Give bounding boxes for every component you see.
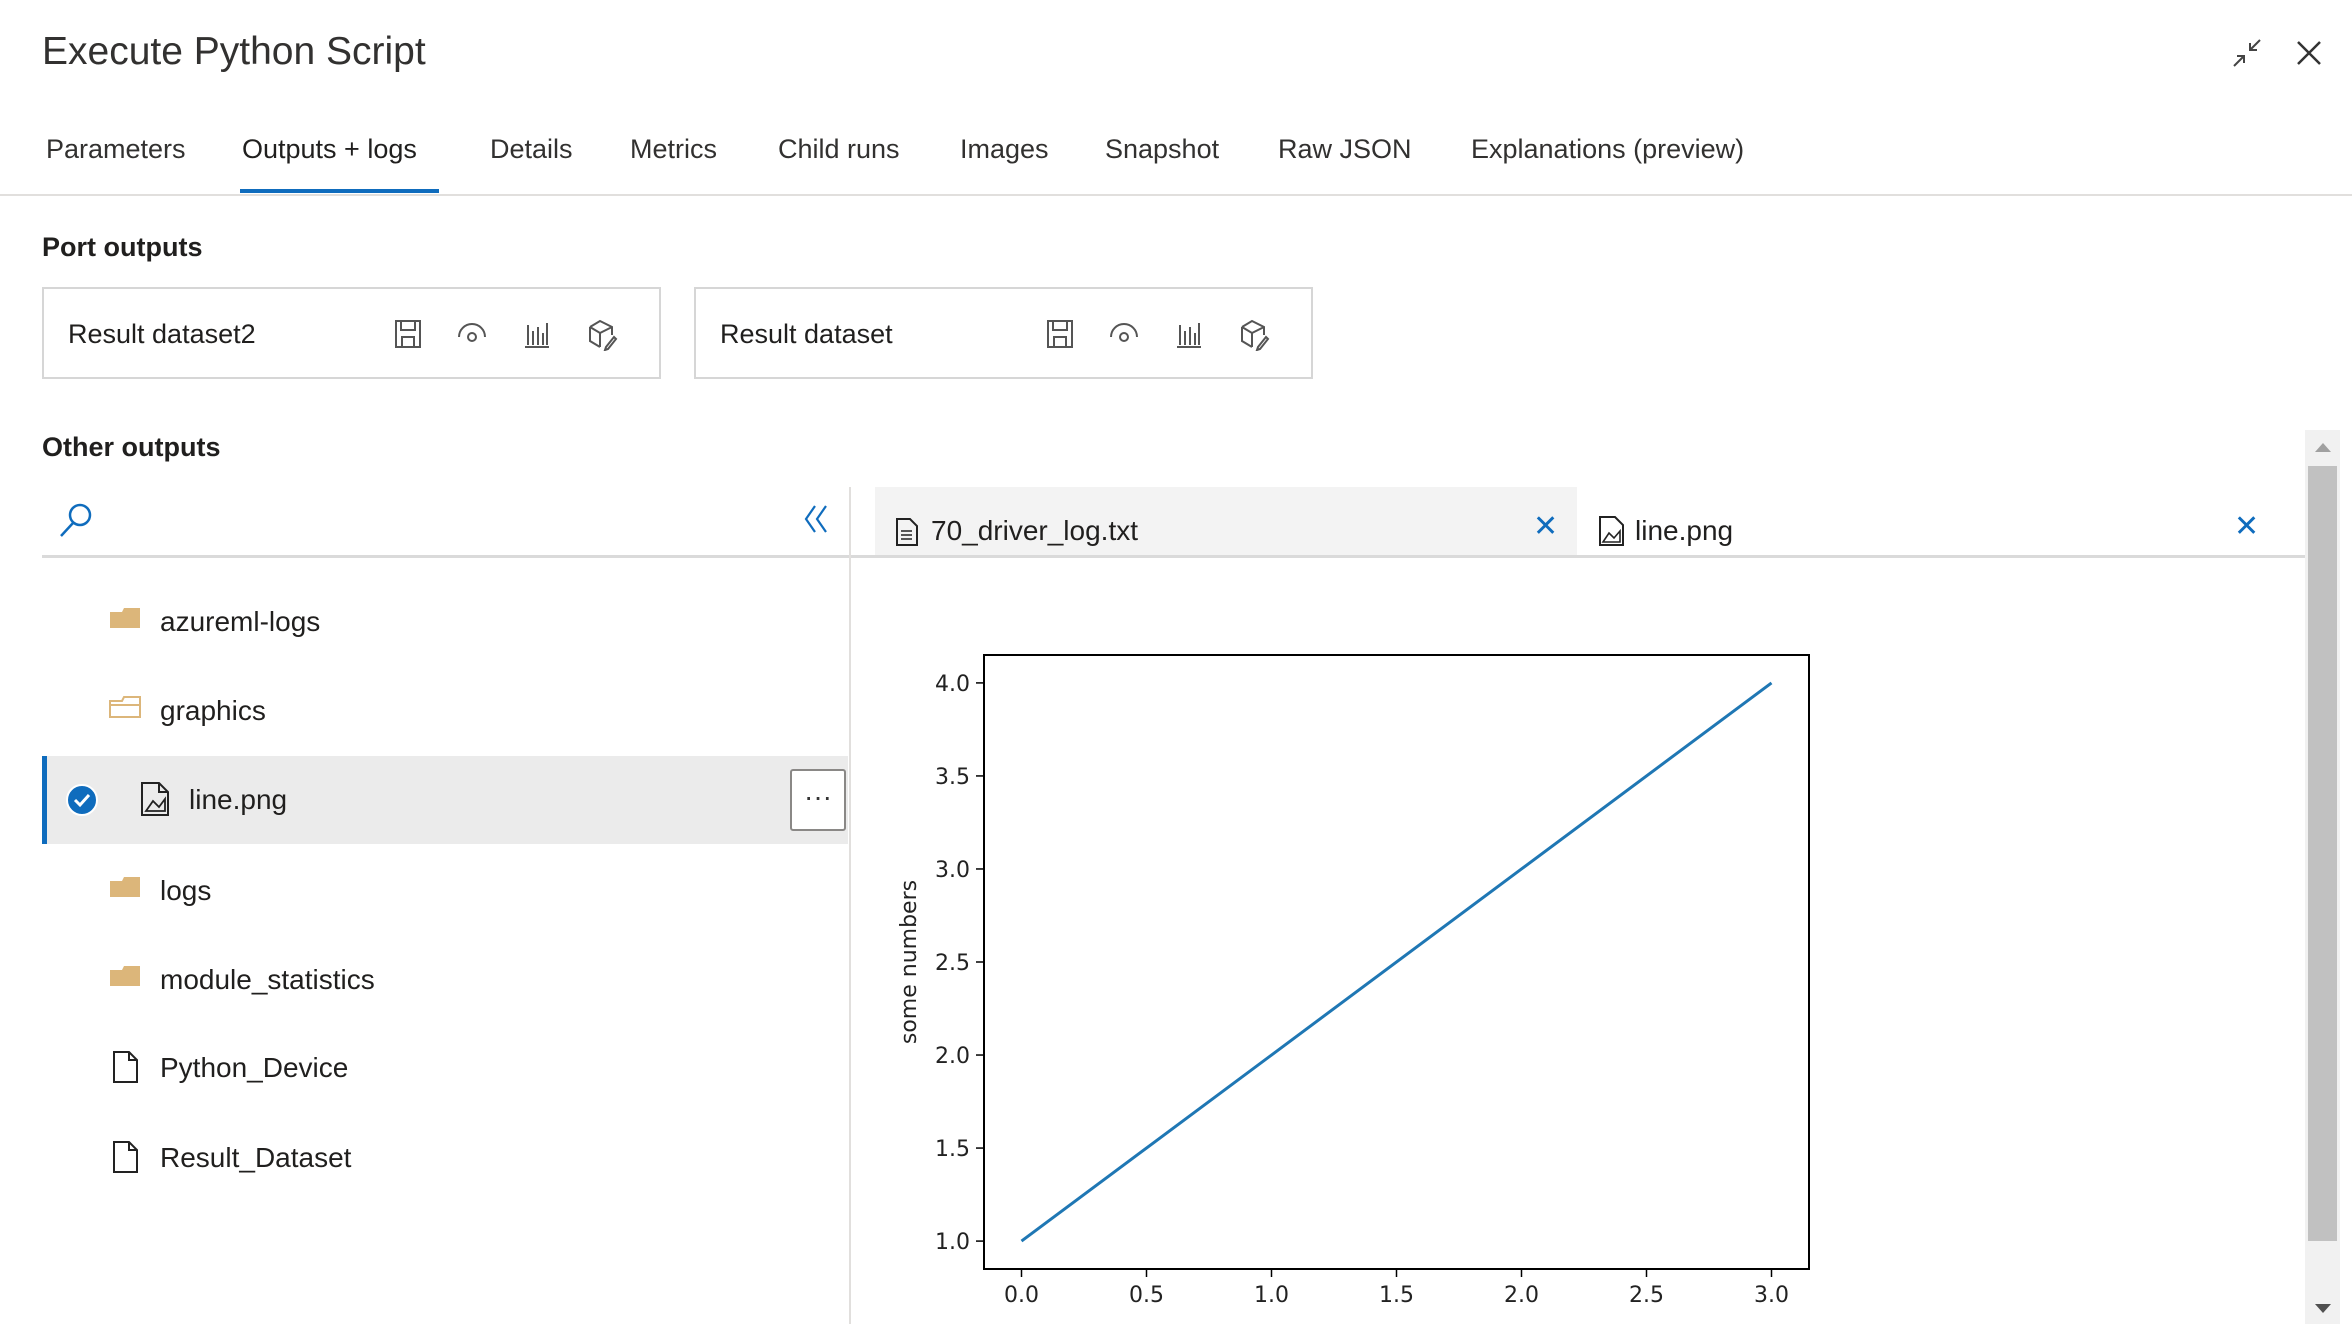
item-name: line.png	[189, 784, 288, 815]
file-icon	[113, 1051, 138, 1083]
file-tab-active[interactable]: line.png ✕	[1578, 487, 2305, 557]
open-folder-icon	[109, 696, 141, 718]
file-tab-label: line.png	[1635, 515, 1734, 546]
collapse-arrows-icon[interactable]	[2232, 38, 2262, 68]
tab-images[interactable]: Images	[960, 134, 1049, 164]
checkmark-circle-icon[interactable]	[66, 784, 98, 816]
tab-parameters[interactable]: Parameters	[46, 134, 186, 164]
search-icon[interactable]	[58, 502, 94, 538]
scrollbar-thumb[interactable]	[2308, 466, 2337, 1241]
list-item[interactable]: Python_Device	[42, 1024, 848, 1112]
x-tick-label: 0.0	[1004, 1283, 1039, 1308]
tab-explanations[interactable]: Explanations (preview)	[1471, 134, 1745, 164]
y-tick-label: 2.0	[935, 1044, 970, 1069]
divider	[42, 555, 850, 558]
save-icon[interactable]	[392, 317, 424, 351]
port-outputs-heading: Port outputs	[42, 232, 203, 262]
save-icon[interactable]	[1044, 317, 1076, 351]
list-item[interactable]: graphics	[42, 667, 848, 755]
x-tick-label: 0.5	[1129, 1283, 1164, 1308]
y-axis-label: some numbers	[897, 880, 922, 1044]
collapse-panel-icon[interactable]	[802, 504, 830, 534]
series-line	[1020, 681, 1773, 1243]
port-output-card: Result dataset2	[42, 287, 661, 379]
x-tick-label: 1.0	[1254, 1283, 1289, 1308]
other-outputs-heading: Other outputs	[42, 432, 221, 462]
list-item[interactable]: azureml-logs	[42, 578, 848, 666]
item-name: module_statistics	[160, 964, 375, 995]
item-name: graphics	[160, 695, 266, 726]
close-icon[interactable]	[2296, 40, 2322, 66]
close-tab-icon[interactable]: ✕	[1533, 510, 1559, 543]
list-item[interactable]: module_statistics	[42, 936, 848, 1024]
active-tab-indicator	[240, 189, 439, 193]
bar-chart-icon[interactable]	[1173, 317, 1205, 351]
item-name: Result_Dataset	[160, 1142, 352, 1173]
register-dataset-icon[interactable]	[1238, 317, 1270, 351]
item-name: logs	[160, 875, 212, 906]
bar-chart-icon[interactable]	[521, 317, 553, 351]
y-tick-label: 3.5	[935, 765, 970, 790]
image-file-icon	[1599, 516, 1624, 546]
x-tick-label: 2.5	[1629, 1283, 1664, 1308]
close-tab-icon[interactable]: ✕	[2234, 510, 2260, 543]
port-output-label: Result dataset	[720, 319, 893, 349]
y-tick-label: 2.5	[935, 951, 970, 976]
list-item[interactable]: Result_Dataset	[42, 1114, 848, 1202]
x-tick-label: 1.5	[1379, 1283, 1414, 1308]
tab-snapshot[interactable]: Snapshot	[1105, 134, 1220, 164]
tab-child-runs[interactable]: Child runs	[778, 134, 900, 164]
item-name: Python_Device	[160, 1052, 349, 1083]
text-file-icon	[896, 518, 918, 546]
y-tick-label: 4.0	[935, 672, 970, 697]
divider	[851, 555, 2305, 558]
panel-splitter[interactable]	[849, 487, 851, 1324]
folder-icon	[110, 877, 140, 897]
y-tick-label: 1.5	[935, 1137, 970, 1162]
image-file-icon	[141, 782, 169, 816]
scroll-up-icon[interactable]	[2313, 440, 2333, 454]
list-item[interactable]: logs	[42, 847, 848, 935]
x-tick-label: 3.0	[1754, 1283, 1789, 1308]
tab-details[interactable]: Details	[490, 134, 573, 164]
preview-eye-icon[interactable]	[1108, 317, 1140, 351]
file-tab-label: 70_driver_log.txt	[931, 515, 1139, 546]
item-name: azureml-logs	[160, 606, 321, 637]
divider	[0, 194, 2352, 196]
preview-eye-icon[interactable]	[456, 317, 488, 351]
scroll-down-icon[interactable]	[2313, 1302, 2333, 1316]
line-chart: some numbers 0.0 0.5 1.0 1.5 2.0 2.5 3.0 1.0 1.5…	[897, 654, 1810, 1308]
file-icon	[113, 1141, 138, 1173]
more-options-button[interactable]: ···	[790, 769, 846, 831]
folder-icon	[110, 966, 140, 986]
y-tick-label: 3.0	[935, 858, 970, 883]
tab-raw-json[interactable]: Raw JSON	[1278, 134, 1412, 164]
port-output-card: Result dataset	[694, 287, 1313, 379]
port-output-label: Result dataset2	[68, 319, 256, 349]
folder-icon	[110, 608, 140, 628]
tab-outputs-logs[interactable]: Outputs + logs	[242, 134, 417, 164]
register-dataset-icon[interactable]	[586, 317, 618, 351]
file-tab[interactable]: 70_driver_log.txt ✕	[875, 487, 1577, 557]
tab-metrics[interactable]: Metrics	[630, 134, 717, 164]
list-item-selected[interactable]: line.png ···	[42, 756, 848, 844]
dialog-title: Execute Python Script	[42, 30, 426, 73]
x-tick-label: 2.0	[1504, 1283, 1539, 1308]
y-tick-label: 1.0	[935, 1230, 970, 1255]
